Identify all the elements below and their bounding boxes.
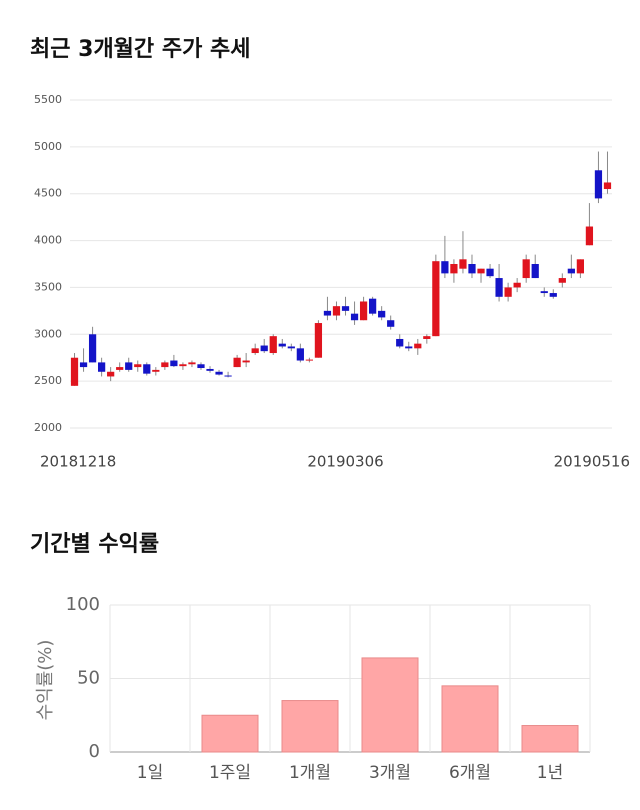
candle-body [260,345,268,352]
y-tick-label: 5000 [34,140,62,153]
candle-body [350,313,359,321]
candle-body [287,346,295,349]
candle-body [585,226,594,246]
x-tick-label: 1주일 [209,763,251,783]
y-tick-label: 2000 [34,421,62,434]
candle-body [278,343,286,347]
candle-body [215,371,223,375]
y-tick-label: 4000 [34,234,62,247]
candle-body [450,264,458,274]
candle-body [459,259,467,269]
candle-body [387,320,395,327]
x-tick-label: 1개월 [289,763,331,783]
candle-body [188,362,196,365]
candle-body [549,293,557,297]
candle-body [88,334,97,363]
candle-body [405,346,413,349]
candle-body [341,306,350,311]
candle-body [369,298,377,314]
y-tick-label: 5500 [34,93,62,106]
bar [521,725,579,753]
bar [281,700,339,753]
x-tick-label: 1일 [137,763,163,783]
y-tick-label: 2500 [34,374,62,387]
candle-body [594,170,603,199]
candle-body [531,264,539,279]
x-tick-label: 1년 [537,763,563,783]
x-tick-label: 3개월 [369,763,411,783]
candle-body [414,343,422,349]
y-tick-label: 4500 [34,187,62,200]
y-axis-title: 수익률(%) [35,640,56,721]
candle-body [251,348,259,354]
y-tick-label: 3000 [34,327,62,340]
y-tick-label: 0 [89,741,100,762]
bar [441,685,499,753]
candle-body [197,364,205,369]
bar [361,657,419,753]
candle-body [378,310,386,318]
candle-body [323,310,332,316]
candle-body [70,357,79,386]
candle-body [269,336,277,354]
candle-body [423,336,431,339]
candle-body [513,282,521,288]
candle-body [468,264,476,274]
candle-body [441,261,449,274]
candle-body [233,357,241,368]
candle-body [143,364,151,374]
candle-body [576,259,584,274]
candle-body [305,359,313,361]
y-tick-label: 3500 [34,280,62,293]
candle-body [522,259,530,279]
candle-body [152,369,160,372]
candle-body [296,348,304,361]
candle-body [98,362,106,372]
candle-body [314,323,323,358]
candle-body [161,362,169,368]
x-tick-label: 6개월 [449,763,491,783]
candle-body [477,268,485,274]
candle-body [224,375,232,377]
candle-body [125,362,133,370]
candle-body [558,278,566,283]
candle-body [359,301,368,321]
x-tick-label: 20190516 [554,453,630,471]
x-tick-label: 20181218 [40,453,116,471]
candle-body [242,360,250,363]
candle-body [79,362,88,368]
candle-body [486,268,494,277]
candle-body [332,306,341,316]
candle-body [432,261,440,337]
candle-body [540,291,548,294]
candle-body [134,364,142,368]
candle-body [116,367,124,370]
candle-body [170,360,178,367]
candle-body [603,182,612,190]
candle-body [396,338,404,347]
candle-body [567,268,575,274]
y-tick-label: 50 [77,668,100,689]
candle-body [495,278,503,297]
candle-body [179,364,187,367]
candle-body [206,368,214,371]
y-tick-label: 100 [66,594,100,615]
candle-body [504,287,512,297]
chart-title: 기간별 수익률 [30,532,159,557]
candle-body [107,371,115,377]
x-tick-label: 20190306 [307,453,383,471]
bar [201,714,259,753]
chart-title: 최근 3개월간 주가 추세 [30,37,250,62]
